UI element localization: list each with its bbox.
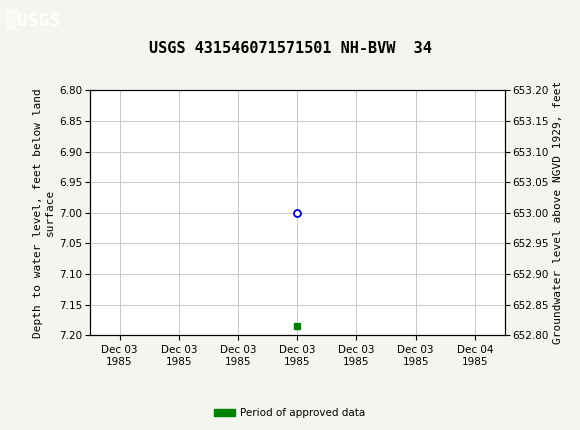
Text: ▒USGS: ▒USGS bbox=[6, 9, 60, 30]
Legend: Period of approved data: Period of approved data bbox=[210, 404, 370, 423]
Y-axis label: Depth to water level, feet below land
surface: Depth to water level, feet below land su… bbox=[33, 88, 55, 338]
Y-axis label: Groundwater level above NGVD 1929, feet: Groundwater level above NGVD 1929, feet bbox=[553, 81, 563, 344]
Text: USGS 431546071571501 NH-BVW  34: USGS 431546071571501 NH-BVW 34 bbox=[148, 41, 432, 56]
